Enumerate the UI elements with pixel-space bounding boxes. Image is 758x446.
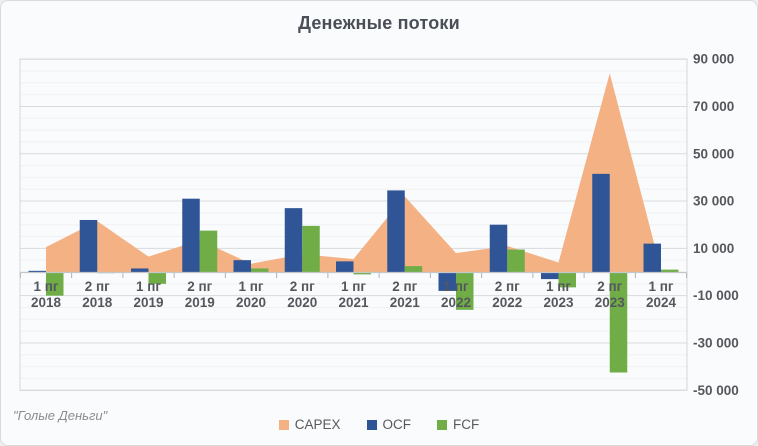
svg-text:2019: 2019 — [185, 295, 215, 310]
svg-text:2018: 2018 — [31, 295, 62, 310]
fcf-bar — [609, 272, 628, 373]
fcf-bar — [456, 272, 474, 310]
ocf-bar — [79, 219, 98, 272]
svg-text:70 000: 70 000 — [693, 99, 734, 114]
svg-text:2 пг: 2 пг — [392, 279, 417, 294]
svg-text:2018: 2018 — [82, 295, 113, 310]
svg-text:2 пг: 2 пг — [495, 279, 520, 294]
legend-item-ocf: OCF — [366, 417, 412, 432]
svg-text:-50 000: -50 000 — [693, 383, 739, 398]
fcf-bar — [507, 249, 525, 272]
svg-text:2020: 2020 — [287, 295, 317, 310]
legend-label-fcf: FCF — [453, 417, 480, 432]
ocf-bar — [489, 224, 508, 272]
ocf-bar — [284, 208, 303, 272]
svg-text:1 пг: 1 пг — [341, 279, 366, 294]
source-attribution: "Голые Деньги" — [13, 408, 108, 423]
svg-text:1 пг: 1 пг — [648, 279, 673, 294]
ocf-bar — [182, 198, 200, 272]
capex-area-series — [46, 73, 661, 272]
svg-text:1 пг: 1 пг — [238, 279, 263, 294]
svg-text:10 000: 10 000 — [693, 241, 734, 256]
chart-title: Денежные потоки — [298, 13, 460, 33]
chart-legend: CAPEX OCF FCF — [1, 417, 757, 432]
ocf-bar — [387, 190, 405, 272]
fcf-bar — [199, 230, 218, 272]
svg-text:2 пг: 2 пг — [290, 279, 315, 294]
capex-swatch-icon — [278, 419, 289, 430]
svg-text:1 пг: 1 пг — [443, 279, 468, 294]
fcf-bar — [148, 272, 166, 284]
ocf-bar — [28, 270, 46, 272]
legend-item-fcf: FCF — [437, 417, 479, 432]
svg-text:2019: 2019 — [133, 295, 163, 310]
svg-text:2 пг: 2 пг — [85, 279, 110, 294]
ocf-bar — [541, 272, 559, 280]
fcf-bar — [558, 272, 576, 288]
fcf-bar — [251, 268, 269, 272]
ocf-bar — [336, 261, 354, 272]
legend-label-capex: CAPEX — [294, 417, 341, 432]
svg-text:2022: 2022 — [492, 295, 522, 310]
fcf-swatch-icon — [437, 419, 448, 430]
svg-text:1 пг: 1 пг — [546, 279, 571, 294]
fcf-bar — [353, 272, 371, 275]
svg-text:1 пг: 1 пг — [136, 279, 161, 294]
fcf-bar — [404, 266, 423, 272]
svg-text:-30 000: -30 000 — [693, 335, 739, 350]
ocf-swatch-icon — [366, 419, 377, 430]
ocf-bar — [438, 272, 456, 291]
ocf-bar — [131, 268, 149, 272]
svg-text:2024: 2024 — [646, 295, 677, 310]
svg-text:2 пг: 2 пг — [597, 279, 622, 294]
ocf-bar — [643, 243, 661, 272]
ocf-bar — [233, 260, 251, 272]
svg-text:2020: 2020 — [236, 295, 266, 310]
svg-text:2022: 2022 — [441, 295, 471, 310]
svg-text:2021: 2021 — [338, 295, 369, 310]
svg-text:90 000: 90 000 — [693, 52, 734, 67]
svg-text:30 000: 30 000 — [693, 194, 734, 209]
legend-item-capex: CAPEX — [278, 417, 341, 432]
fcf-bar — [302, 225, 320, 272]
fcf-bar — [46, 272, 64, 296]
fcf-bar — [661, 269, 679, 272]
svg-text:1 пг: 1 пг — [33, 279, 58, 294]
svg-text:2 пг: 2 пг — [187, 279, 212, 294]
legend-label-ocf: OCF — [382, 417, 412, 432]
svg-text:2023: 2023 — [543, 295, 574, 310]
ocf-bar — [592, 173, 610, 272]
svg-text:50 000: 50 000 — [693, 146, 734, 161]
svg-text:2021: 2021 — [390, 295, 421, 310]
svg-text:-10 000: -10 000 — [693, 288, 739, 303]
svg-text:2023: 2023 — [595, 295, 626, 310]
